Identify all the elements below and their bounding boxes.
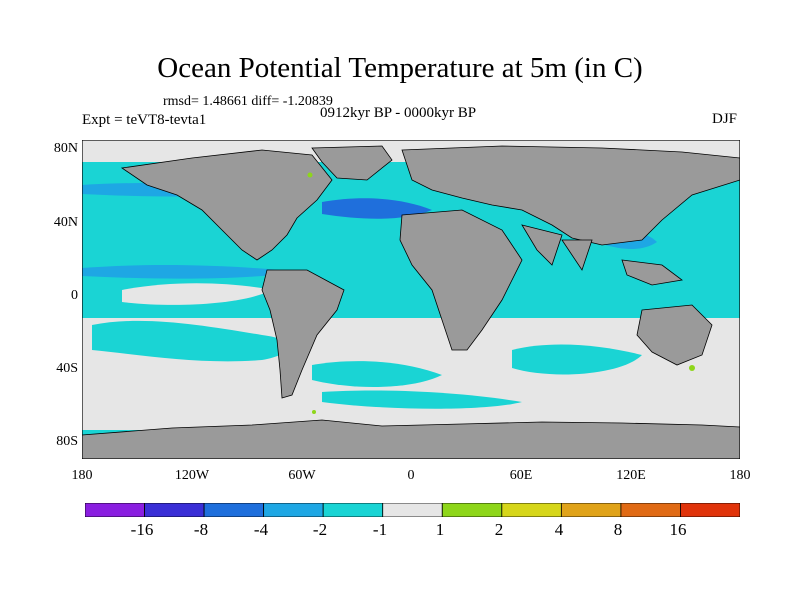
colorbar-label-1: 1	[435, 520, 445, 539]
colorbar-box-9	[620, 503, 681, 517]
experiment-label: Expt = teVT8-tevta1	[82, 112, 207, 128]
colorbar-label-4: 4	[554, 520, 564, 539]
lon-label-60e: 60E	[509, 468, 533, 483]
warm-spot-tasmania	[689, 365, 695, 371]
lat-label-80s: 80S	[56, 434, 78, 449]
warm-spot-greenland	[307, 172, 313, 178]
north-atlantic-strong-cooling	[322, 198, 432, 219]
ocean-temperature-map	[82, 140, 740, 459]
lat-label-40n: 40N	[53, 215, 78, 230]
colorbar-label-minus4: -4	[253, 520, 269, 539]
maritime-continent	[621, 259, 683, 286]
colorbar-box-1	[144, 503, 205, 517]
equatorial-pacific-cooling	[82, 265, 302, 279]
season-label: DJF	[712, 111, 738, 127]
colorbar-box-5	[382, 503, 443, 517]
lon-label-180e: 180	[729, 468, 751, 483]
greenland	[311, 145, 393, 181]
eurasia	[401, 145, 740, 246]
north-america	[120, 149, 333, 261]
south-america	[261, 269, 345, 399]
lat-label-0: 0	[71, 288, 78, 303]
lat-label-40s: 40S	[56, 361, 78, 376]
antarctica	[82, 419, 740, 459]
colorbar-box-7	[501, 503, 562, 517]
colorbar-label-8: 8	[613, 520, 623, 539]
colorbar-box-10	[680, 503, 740, 517]
africa	[399, 209, 523, 351]
stats-label: rmsd= 1.48661 diff= -1.20839	[163, 94, 333, 109]
arabia	[521, 224, 563, 266]
warm-spot-drake	[312, 410, 316, 414]
land-masses	[82, 145, 740, 459]
circumpolar-cool-patch	[322, 390, 522, 409]
lon-label-60w: 60W	[288, 468, 316, 483]
colorbar-box-6	[441, 503, 503, 517]
lon-label-0: 0	[407, 468, 415, 483]
colorbar-label-minus1: -1	[372, 520, 388, 539]
period-label: 0912kyr BP - 0000kyr BP	[320, 105, 477, 121]
colorbar-label-16: 16	[669, 520, 687, 539]
lat-label-80n: 80N	[53, 141, 78, 156]
australia	[636, 304, 713, 366]
colorbar-label-minus8: -8	[193, 520, 209, 539]
colorbar-box-2	[203, 503, 265, 517]
colorbar-box-4	[322, 503, 384, 517]
colorbar-label-minus2: -2	[312, 520, 328, 539]
colorbar-box-0	[85, 503, 145, 517]
lon-label-120w: 120W	[174, 468, 210, 483]
colorbar-box-3	[263, 503, 324, 517]
colorbar-label-2: 2	[494, 520, 504, 539]
lon-label-180w: 180	[71, 468, 93, 483]
indian-cool-patch	[512, 344, 642, 375]
south-atlantic-cool-patch	[312, 361, 442, 387]
map-title: Ocean Potential Temperature at 5m (in C)	[157, 52, 643, 84]
south-pacific-cool-patch	[92, 320, 289, 362]
colorbar	[85, 503, 740, 517]
colorbar-box-8	[560, 503, 622, 517]
pacific-neutral-patch	[122, 283, 272, 305]
colorbar-boxes	[85, 503, 740, 517]
india	[561, 239, 593, 271]
colorbar-label-minus16: -16	[130, 520, 154, 539]
lon-label-120e: 120E	[616, 468, 646, 483]
